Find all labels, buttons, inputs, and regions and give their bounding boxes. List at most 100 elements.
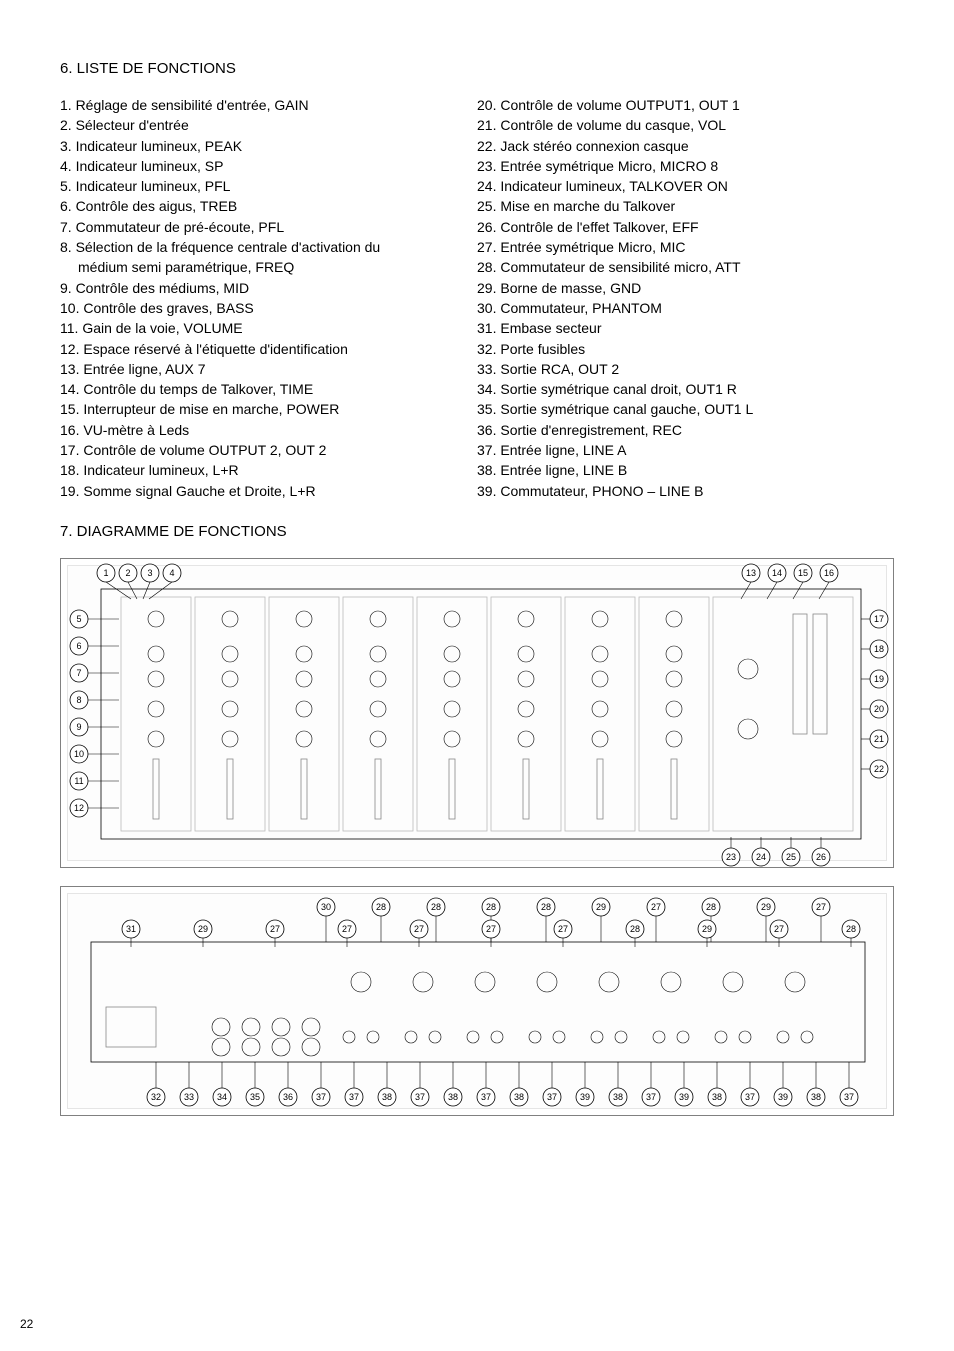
svg-text:3: 3 xyxy=(147,568,152,578)
function-item: 12. Espace réservé à l'étiquette d'ident… xyxy=(60,339,477,359)
callout-circle: 37 xyxy=(345,1088,363,1106)
callout-circle: 11 xyxy=(70,772,88,790)
function-item: 37. Entrée ligne, LINE A xyxy=(477,440,894,460)
callout-circle: 18 xyxy=(870,640,888,658)
functions-right-column: 20. Contrôle de volume OUTPUT1, OUT 121.… xyxy=(477,95,894,501)
svg-text:38: 38 xyxy=(811,1092,821,1102)
callout-circle: 27 xyxy=(338,920,356,938)
function-item: 6. Contrôle des aigus, TREB xyxy=(60,196,477,216)
function-item: 27. Entrée symétrique Micro, MIC xyxy=(477,237,894,257)
svg-text:29: 29 xyxy=(596,902,606,912)
svg-text:27: 27 xyxy=(774,924,784,934)
function-item: 9. Contrôle des médiums, MID xyxy=(60,278,477,298)
svg-text:31: 31 xyxy=(126,924,136,934)
svg-text:39: 39 xyxy=(580,1092,590,1102)
callout-circle: 38 xyxy=(807,1088,825,1106)
svg-text:27: 27 xyxy=(651,902,661,912)
callout-circle: 36 xyxy=(279,1088,297,1106)
callout-circle: 39 xyxy=(774,1088,792,1106)
page-number: 22 xyxy=(20,1317,33,1331)
svg-text:28: 28 xyxy=(630,924,640,934)
function-item: 20. Contrôle de volume OUTPUT1, OUT 1 xyxy=(477,95,894,115)
function-item: 30. Commutateur, PHANTOM xyxy=(477,298,894,318)
callout-circle: 28 xyxy=(427,898,445,916)
function-item: 4. Indicateur lumineux, SP xyxy=(60,156,477,176)
callout-circle: 9 xyxy=(70,718,88,736)
function-item: 39. Commutateur, PHONO – LINE B xyxy=(477,481,894,501)
callout-circle: 29 xyxy=(757,898,775,916)
svg-text:37: 37 xyxy=(646,1092,656,1102)
function-item: 3. Indicateur lumineux, PEAK xyxy=(60,136,477,156)
svg-text:33: 33 xyxy=(184,1092,194,1102)
callout-circle: 38 xyxy=(378,1088,396,1106)
callout-circle: 19 xyxy=(870,670,888,688)
callout-circle: 24 xyxy=(752,848,770,866)
function-item: 34. Sortie symétrique canal droit, OUT1 … xyxy=(477,379,894,399)
callout-circle: 35 xyxy=(246,1088,264,1106)
svg-text:28: 28 xyxy=(431,902,441,912)
svg-text:5: 5 xyxy=(76,614,81,624)
callout-circle: 14 xyxy=(768,564,786,582)
svg-text:27: 27 xyxy=(414,924,424,934)
callout-circle: 2 xyxy=(119,564,137,582)
svg-text:37: 37 xyxy=(349,1092,359,1102)
function-item: 22. Jack stéréo connexion casque xyxy=(477,136,894,156)
callout-circle: 33 xyxy=(180,1088,198,1106)
rear-panel-svg: 3028282828292728292731292727272727282927… xyxy=(61,887,895,1117)
callout-circle: 5 xyxy=(70,610,88,628)
callout-circle: 29 xyxy=(592,898,610,916)
function-item: 24. Indicateur lumineux, TALKOVER ON xyxy=(477,176,894,196)
svg-text:38: 38 xyxy=(514,1092,524,1102)
callout-circle: 28 xyxy=(372,898,390,916)
callout-circle: 27 xyxy=(482,920,500,938)
callout-circle: 28 xyxy=(842,920,860,938)
callout-circle: 6 xyxy=(70,637,88,655)
function-item: 1. Réglage de sensibilité d'entrée, GAIN xyxy=(60,95,477,115)
svg-text:14: 14 xyxy=(772,568,782,578)
svg-text:29: 29 xyxy=(761,902,771,912)
function-item: 16. VU-mètre à Leds xyxy=(60,420,477,440)
callout-circle: 17 xyxy=(870,610,888,628)
function-item: 31. Embase secteur xyxy=(477,318,894,338)
svg-text:32: 32 xyxy=(151,1092,161,1102)
svg-text:28: 28 xyxy=(541,902,551,912)
svg-text:12: 12 xyxy=(74,803,84,813)
callout-circle: 20 xyxy=(870,700,888,718)
callout-circle: 26 xyxy=(812,848,830,866)
svg-text:37: 37 xyxy=(316,1092,326,1102)
svg-text:17: 17 xyxy=(874,614,884,624)
svg-text:20: 20 xyxy=(874,704,884,714)
callout-circle: 39 xyxy=(675,1088,693,1106)
callout-circle: 37 xyxy=(840,1088,858,1106)
callout-circle: 13 xyxy=(742,564,760,582)
svg-text:29: 29 xyxy=(702,924,712,934)
svg-text:28: 28 xyxy=(486,902,496,912)
svg-text:28: 28 xyxy=(376,902,386,912)
callout-circle: 8 xyxy=(70,691,88,709)
callout-circle: 28 xyxy=(702,898,720,916)
callout-circle: 27 xyxy=(266,920,284,938)
svg-text:1: 1 xyxy=(103,568,108,578)
svg-text:25: 25 xyxy=(786,852,796,862)
callout-circle: 34 xyxy=(213,1088,231,1106)
callout-circle: 16 xyxy=(820,564,838,582)
svg-text:15: 15 xyxy=(798,568,808,578)
callout-circle: 38 xyxy=(510,1088,528,1106)
callout-circle: 27 xyxy=(812,898,830,916)
callout-circle: 27 xyxy=(770,920,788,938)
svg-text:24: 24 xyxy=(756,852,766,862)
function-item: 14. Contrôle du temps de Talkover, TIME xyxy=(60,379,477,399)
svg-text:37: 37 xyxy=(844,1092,854,1102)
callout-circle: 37 xyxy=(642,1088,660,1106)
callout-circle: 25 xyxy=(782,848,800,866)
callout-circle: 27 xyxy=(410,920,428,938)
callout-circle: 37 xyxy=(411,1088,429,1106)
callout-circle: 37 xyxy=(741,1088,759,1106)
function-item: 5. Indicateur lumineux, PFL xyxy=(60,176,477,196)
svg-text:26: 26 xyxy=(816,852,826,862)
callout-circle: 37 xyxy=(543,1088,561,1106)
callout-circle: 38 xyxy=(609,1088,627,1106)
svg-text:4: 4 xyxy=(169,568,174,578)
svg-text:39: 39 xyxy=(679,1092,689,1102)
callout-circle: 31 xyxy=(122,920,140,938)
